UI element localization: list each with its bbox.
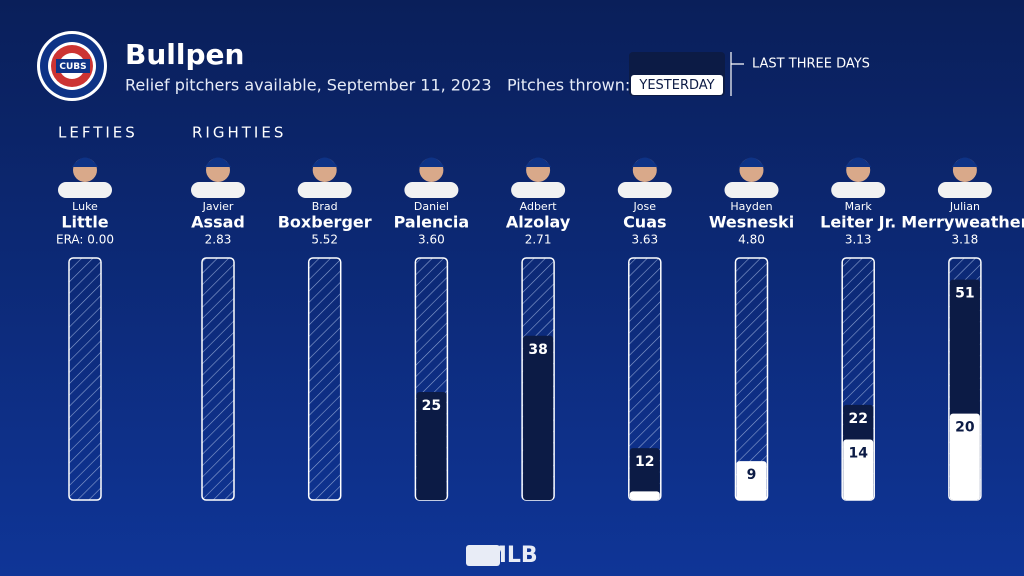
group-label: RIGHTIES	[192, 124, 286, 142]
first-name: Luke	[72, 200, 98, 213]
last-name: Boxberger	[278, 213, 372, 232]
first-name: Jose	[633, 200, 657, 213]
bar	[523, 335, 554, 500]
last-name: Alzolay	[506, 213, 571, 232]
legend-entry: YESTERDAY	[638, 78, 714, 93]
last-name: Assad	[191, 213, 245, 232]
first-name: Julian	[949, 200, 980, 213]
headshot-cap	[205, 157, 231, 167]
headshot-body	[58, 182, 112, 198]
first-name: Javier	[202, 200, 234, 213]
headshot-body	[724, 182, 779, 198]
era: 4.80	[738, 233, 765, 247]
legend-entry: LAST THREE DAYS	[752, 57, 870, 72]
first-name: Hayden	[730, 200, 772, 213]
era: 2.83	[205, 233, 232, 247]
legend-swatch	[631, 75, 723, 95]
data-label: 14	[848, 446, 868, 462]
last-name: Palencia	[394, 213, 470, 232]
headshot-body	[297, 182, 352, 198]
headshot-cap	[311, 157, 338, 167]
data-label: 25	[422, 398, 441, 414]
headshot-cap	[738, 157, 765, 167]
bar	[629, 448, 660, 500]
era: 5.52	[311, 233, 338, 247]
data-label: 38	[528, 342, 547, 358]
era: 3.13	[845, 233, 872, 247]
data-label: 22	[848, 411, 867, 427]
headshot-body	[617, 182, 672, 198]
last-name: Merryweather	[901, 213, 1024, 232]
bar	[416, 391, 447, 500]
subtitle: Relief pitchers available, September 11,…	[125, 76, 492, 95]
last-name: Cuas	[623, 213, 666, 232]
headshot-cap	[845, 157, 872, 167]
data-label: 51	[955, 286, 974, 302]
group-label: LEFTIES	[58, 124, 138, 142]
legend-bracket	[730, 52, 744, 96]
footer-logo	[466, 545, 500, 566]
legend-label: Pitches thrown:	[507, 76, 630, 95]
last-name: Wesneski	[709, 213, 794, 232]
bar	[843, 439, 874, 500]
headshot-cap	[418, 157, 445, 167]
first-name: Mark	[845, 200, 873, 213]
headshot-body	[937, 182, 992, 198]
bar-track	[68, 257, 102, 501]
data-label: 9	[747, 467, 757, 483]
era: 3.18	[952, 233, 979, 247]
data-label: 20	[955, 420, 975, 436]
first-name: Brad	[312, 200, 338, 213]
logo-text: CUBS	[59, 62, 86, 72]
bar	[736, 461, 767, 500]
headshot-cap	[72, 157, 98, 167]
bar	[629, 491, 660, 500]
last-name: Leiter Jr.	[820, 213, 896, 232]
logo-band	[56, 59, 90, 73]
headshot-cap	[525, 157, 552, 167]
headshot-body	[511, 182, 566, 198]
bar-track	[307, 257, 342, 501]
chart-title: Bullpen	[125, 38, 244, 71]
last-name: Little	[61, 213, 108, 232]
era: ERA: 0.00	[56, 233, 114, 247]
headshot-cap	[951, 157, 978, 167]
headshot-body	[831, 182, 886, 198]
first-name: Daniel	[414, 200, 449, 213]
bar-track	[201, 257, 235, 501]
data-label: 12	[635, 454, 654, 470]
era: 2.71	[525, 233, 552, 247]
bar	[949, 413, 980, 500]
era: 3.63	[631, 233, 658, 247]
headshot-body	[404, 182, 459, 198]
headshot-body	[191, 182, 245, 198]
first-name: Adbert	[520, 200, 558, 213]
era: 3.60	[418, 233, 445, 247]
headshot-cap	[631, 157, 658, 167]
